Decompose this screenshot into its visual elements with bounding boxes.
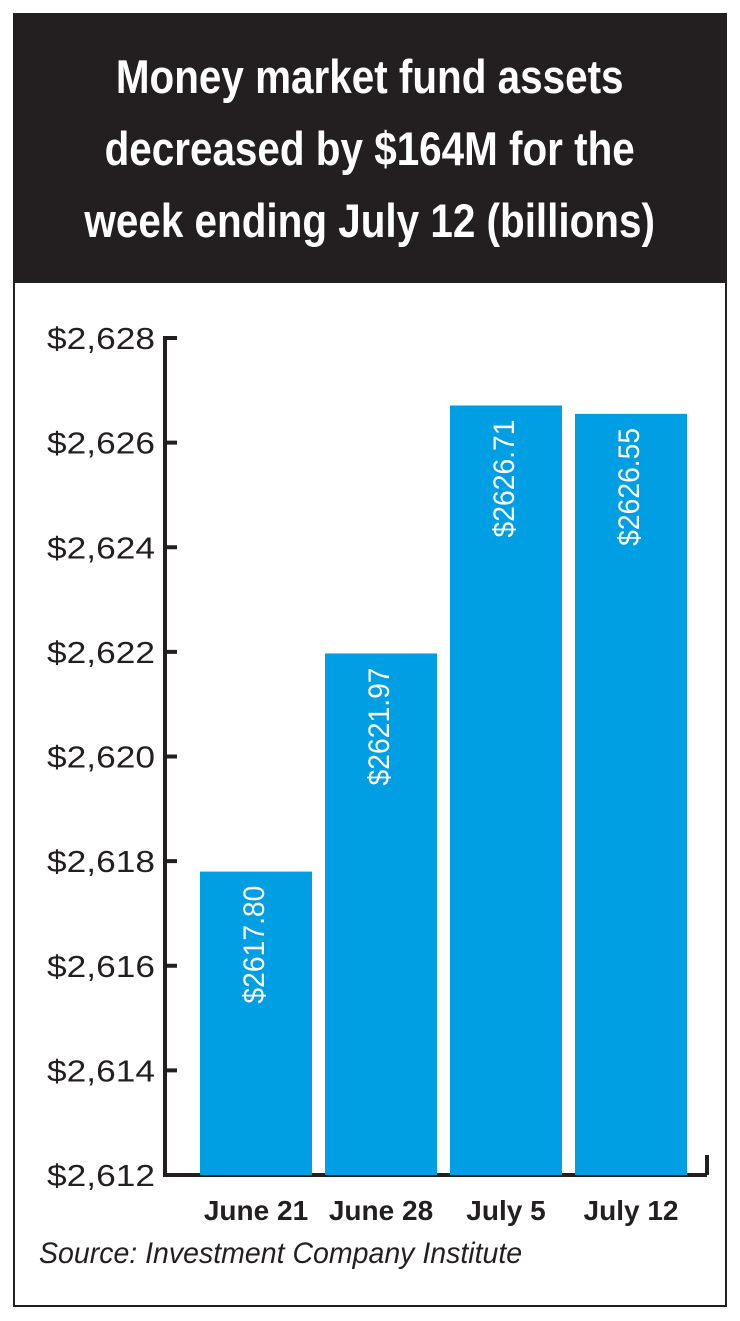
title-banner: Money market fund assets decreased by $1… <box>15 15 725 283</box>
bar-data-label: $2626.71 <box>488 419 521 537</box>
y-tick-label: $2,622 <box>47 635 155 670</box>
chart-frame: Money market fund assets decreased by $1… <box>13 13 727 1307</box>
y-tick-label: $2,616 <box>47 949 155 984</box>
y-tick-label: $2,614 <box>47 1053 155 1088</box>
y-tick-label: $2,624 <box>47 530 155 565</box>
source-note: Source: Investment Company Institute <box>39 1237 523 1270</box>
y-tick-label: $2,626 <box>47 426 155 461</box>
y-tick-label: $2,612 <box>47 1158 155 1193</box>
bar <box>325 653 437 1175</box>
bar <box>200 871 312 1175</box>
x-category-label: June 28 <box>329 1195 433 1226</box>
bar <box>450 405 562 1175</box>
bar <box>575 413 687 1175</box>
x-category-label: July 12 <box>584 1195 679 1226</box>
x-category-label: July 5 <box>466 1195 545 1226</box>
bar-data-label: $2617.80 <box>238 886 271 1004</box>
x-category-label: June 21 <box>204 1195 308 1226</box>
bar-chart: $2,612 $2,614 $2,616 $2,618 $2,620 $2,622 $2,6… <box>47 321 709 1226</box>
bar-data-label: $2621.97 <box>363 667 396 785</box>
bar-data-label: $2626.55 <box>613 428 646 546</box>
y-tick-label: $2,620 <box>47 740 155 775</box>
y-tick-label: $2,628 <box>47 321 155 356</box>
chart-title: Money market fund assets decreased by $1… <box>84 50 656 247</box>
y-tick-label: $2,618 <box>47 844 155 879</box>
